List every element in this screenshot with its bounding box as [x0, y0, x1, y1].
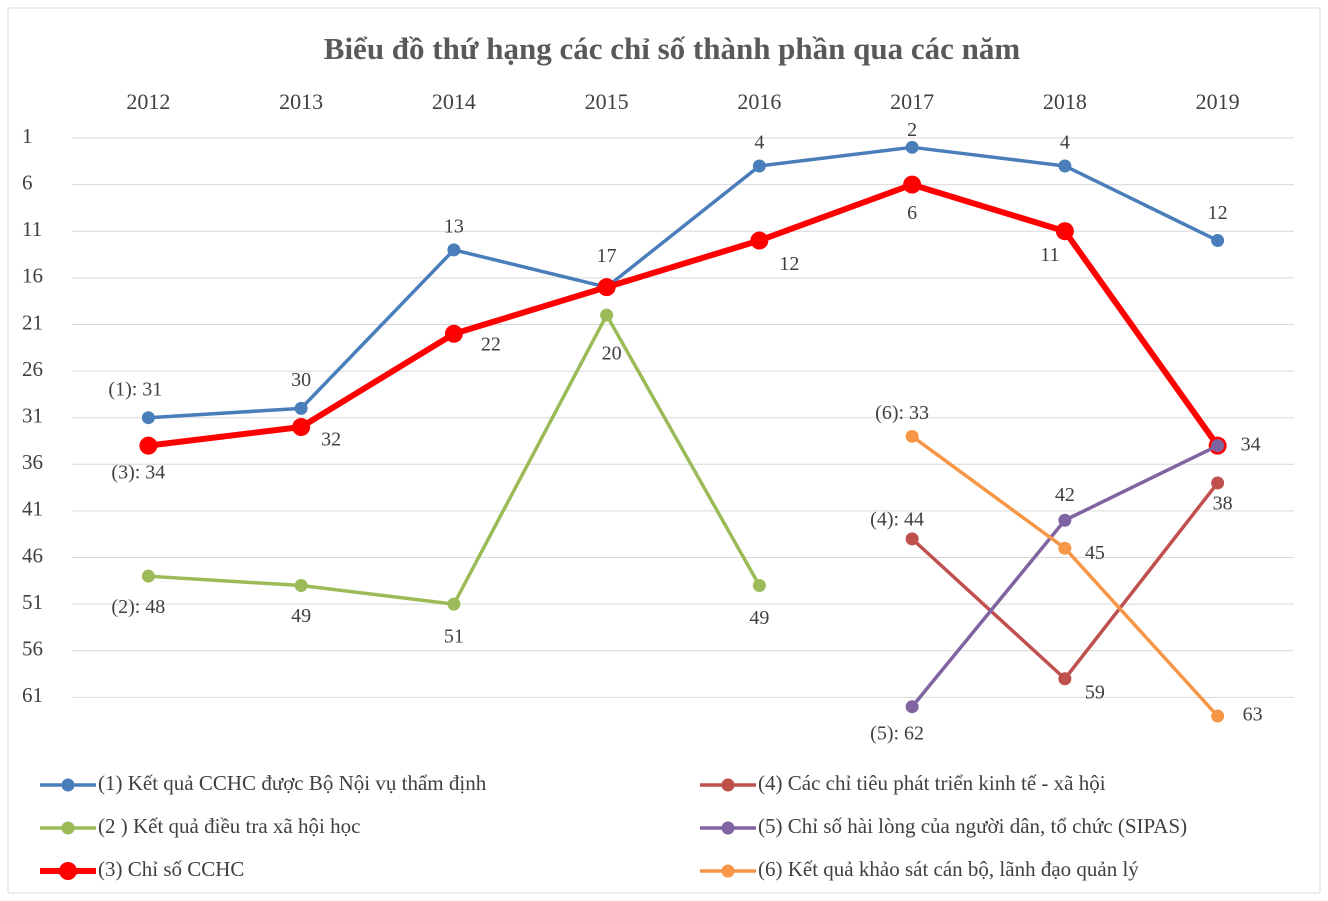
data-point — [294, 401, 308, 415]
y-tick-label: 11 — [22, 217, 42, 241]
data-point — [1211, 439, 1225, 453]
data-label: (6): 33 — [875, 402, 929, 424]
data-label: 49 — [291, 605, 311, 627]
series-line — [148, 181, 1221, 449]
y-tick-label: 36 — [22, 450, 43, 474]
data-point — [752, 159, 766, 173]
y-tick-label: 21 — [22, 310, 43, 334]
data-label: 4 — [1060, 132, 1070, 154]
data-point — [141, 569, 155, 583]
data-label: 49 — [749, 607, 769, 629]
x-tick-label: 2012 — [126, 89, 170, 114]
data-label: 11 — [1040, 244, 1059, 266]
series-line — [148, 145, 1219, 420]
legend-label: (6) Kết quả khảo sát cán bộ, lãnh đạo qu… — [758, 857, 1139, 881]
data-point — [139, 436, 158, 455]
data-label: 51 — [444, 626, 464, 648]
y-tick-label: 1 — [22, 124, 33, 148]
data-label: 4 — [754, 132, 764, 154]
legend-label: (3) Chỉ số CCHC — [98, 857, 244, 881]
data-label: (5): 62 — [870, 722, 924, 744]
x-tick-label: 2017 — [890, 89, 934, 114]
data-point — [905, 429, 919, 443]
data-label: 22 — [481, 333, 501, 355]
data-label: 45 — [1085, 542, 1105, 564]
data-point — [1058, 672, 1072, 686]
data-label: 30 — [291, 369, 311, 391]
data-point — [1055, 222, 1074, 241]
data-point — [905, 140, 919, 154]
data-label: 12 — [1208, 202, 1228, 224]
legend-marker — [59, 862, 77, 880]
data-label: (1): 31 — [108, 378, 162, 400]
data-label: 59 — [1085, 681, 1105, 703]
data-point — [752, 579, 766, 593]
data-label: 12 — [779, 253, 799, 275]
data-label: 20 — [602, 343, 622, 365]
x-tick-label: 2015 — [585, 89, 629, 114]
legend-label: (2 ) Kết quả điều tra xã hội học — [98, 814, 360, 838]
data-point — [1211, 476, 1225, 490]
data-point — [1058, 541, 1072, 555]
data-point — [1058, 159, 1072, 173]
legend-marker — [721, 778, 735, 792]
data-point — [447, 597, 461, 611]
data-point — [600, 308, 614, 322]
data-point — [905, 700, 919, 714]
data-label: (2): 48 — [111, 596, 165, 618]
data-label: 17 — [597, 245, 617, 267]
data-label: 63 — [1243, 704, 1263, 726]
data-label: 38 — [1213, 493, 1233, 515]
data-point — [750, 231, 769, 250]
x-tick-label: 2019 — [1196, 89, 1240, 114]
y-tick-label: 61 — [22, 683, 43, 707]
y-tick-label: 6 — [22, 170, 33, 194]
legend-marker — [721, 821, 735, 835]
legend-marker — [721, 864, 735, 878]
legend-label: (4) Các chỉ tiêu phát triển kinh tế - xã… — [758, 771, 1106, 795]
y-tick-label: 31 — [22, 404, 43, 428]
y-tick-label: 51 — [22, 590, 43, 614]
legend-marker — [61, 821, 75, 835]
x-tick-label: 2016 — [737, 89, 781, 114]
data-label: 2 — [907, 119, 917, 141]
data-point — [447, 243, 461, 257]
data-label: 32 — [321, 429, 341, 451]
legend-marker — [61, 778, 75, 792]
y-tick-label: 26 — [22, 357, 43, 381]
y-tick-label: 16 — [22, 264, 43, 288]
data-point — [597, 278, 616, 297]
data-point — [1211, 234, 1225, 248]
data-point — [1058, 513, 1072, 527]
legend-label: (5) Chỉ số hài lòng của người dân, tổ ch… — [758, 814, 1187, 838]
data-point — [294, 579, 308, 593]
chart-border — [7, 7, 1321, 894]
data-label: 42 — [1055, 484, 1075, 506]
data-point — [903, 175, 922, 194]
x-tick-label: 2014 — [432, 89, 476, 114]
x-tick-label: 2018 — [1043, 89, 1087, 114]
data-label: 13 — [444, 215, 464, 237]
data-point — [1211, 709, 1225, 723]
data-label: 6 — [907, 202, 917, 224]
y-tick-label: 46 — [22, 543, 43, 567]
data-label: (4): 44 — [870, 508, 924, 530]
data-label: 34 — [1241, 433, 1261, 455]
data-point — [444, 324, 463, 343]
data-label: (3): 34 — [111, 461, 165, 483]
chart-title: Biểu đồ thứ hạng các chỉ số thành phần q… — [324, 31, 1021, 66]
y-tick-label: 56 — [22, 637, 43, 661]
data-point — [141, 411, 155, 425]
data-point — [292, 418, 311, 437]
x-tick-label: 2013 — [279, 89, 323, 114]
legend-label: (1) Kết quả CCHC được Bộ Nội vụ thẩm địn… — [98, 771, 487, 795]
data-point — [905, 532, 919, 546]
y-tick-label: 41 — [22, 497, 43, 521]
